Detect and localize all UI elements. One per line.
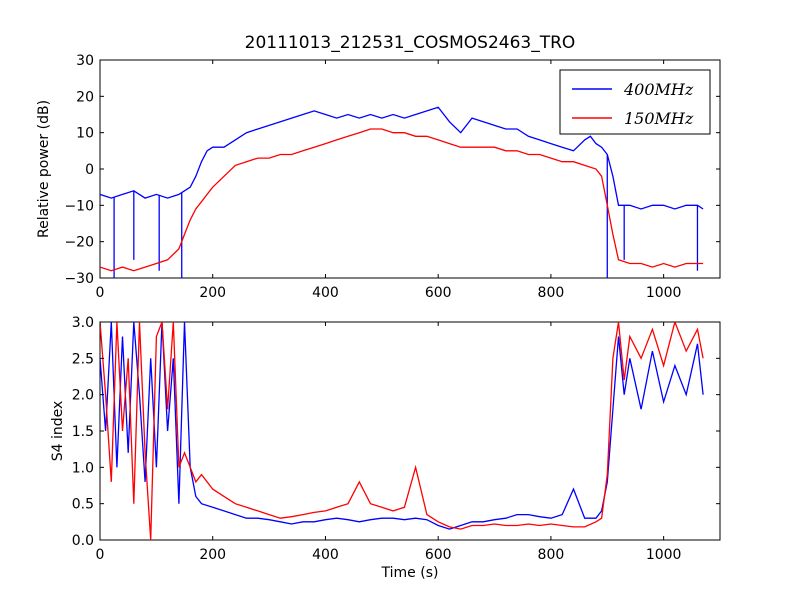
top-y-tick-label: −30 — [64, 271, 94, 287]
bottom-x-tick-label: 400 — [312, 547, 339, 563]
top-y-tick-label: −10 — [64, 198, 94, 214]
x-axis-label: Time (s) — [381, 565, 439, 581]
bottom-series-line-150mhz — [100, 322, 704, 540]
top-series-line-150mhz — [100, 128, 704, 272]
bottom-x-tick-label: 0 — [96, 547, 105, 563]
top-y-axis-label: Relative power (dB) — [36, 100, 52, 238]
top-y-tick-label: −20 — [64, 235, 94, 251]
top-y-tick-label: 30 — [76, 53, 94, 69]
top-y-tick-label: 0 — [85, 162, 94, 178]
bottom-y-tick-label: 0.5 — [72, 497, 94, 513]
bottom-x-tick-label: 200 — [199, 547, 226, 563]
top-y-tick-label: 10 — [76, 126, 94, 142]
chart-title: 20111013_212531_COSMOS2463_TRO — [245, 33, 576, 53]
bottom-x-tick-label: 1000 — [646, 547, 682, 563]
bottom-x-tick-label: 600 — [425, 547, 452, 563]
legend-label-150mhz: 150MHz — [624, 109, 694, 128]
legend-frame — [559, 69, 711, 135]
bottom-y-tick-label: 2.5 — [72, 351, 94, 367]
top-x-tick-label: 1000 — [646, 285, 682, 301]
legend: 400MHz 150MHz — [559, 69, 711, 135]
legend-label-400mhz: 400MHz — [623, 80, 694, 99]
bottom-y-axis-label: S4 index — [50, 401, 66, 462]
bottom-series-line-400mhz — [100, 322, 704, 530]
top-x-tick-label: 800 — [538, 285, 565, 301]
bottom-y-tick-label: 3.0 — [72, 315, 94, 331]
bottom-y-tick-label: 2.0 — [72, 388, 94, 404]
top-y-tick-label: 20 — [76, 89, 94, 105]
top-x-tick-label: 600 — [425, 285, 452, 301]
bottom-y-tick-label: 1.5 — [72, 424, 94, 440]
top-x-tick-label: 400 — [312, 285, 339, 301]
bottom-panel: 0 200 400 600 800 1000 0.0 0.5 1.0 1.5 2.0 2.5 3.0 S… — [50, 315, 721, 581]
top-x-tick-label: 0 — [96, 285, 105, 301]
bottom-x-tick-label: 800 — [538, 547, 565, 563]
bottom-y-tick-label: 1.0 — [72, 460, 94, 476]
top-x-tick-label: 200 — [199, 285, 226, 301]
top-panel: 0 200 400 600 800 1000 −30 −20 −10 0 10 20 30 Relati… — [36, 53, 721, 301]
bottom-y-tick-label: 0.0 — [72, 533, 94, 549]
